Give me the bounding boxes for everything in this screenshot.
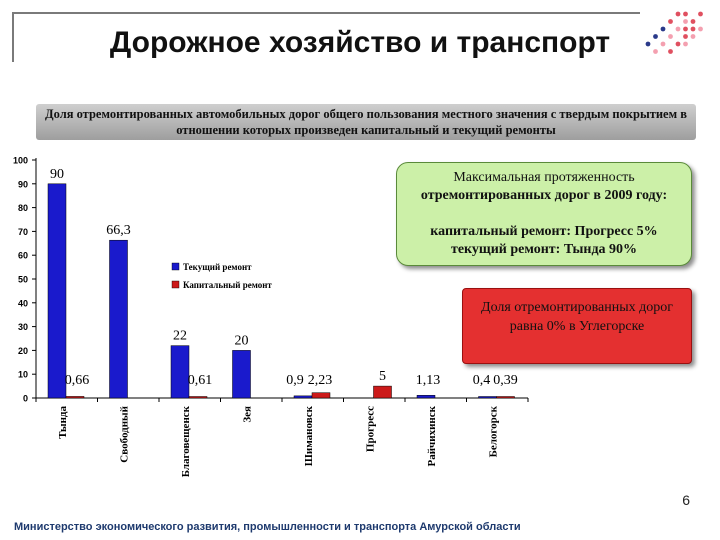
- logo-dot: [690, 19, 696, 24]
- info-line-2: отремонтированных дорог в 2009 году:: [420, 188, 668, 203]
- left-frame-line: [12, 12, 14, 62]
- y-tick-label: 100: [13, 156, 28, 166]
- data-label: 0,9: [286, 373, 304, 388]
- dots-logo-icon: [645, 11, 703, 54]
- bar-capital: [311, 392, 331, 399]
- logo-dot: [683, 26, 688, 32]
- y-tick-label: 0: [23, 394, 28, 404]
- bar-current: [232, 350, 251, 399]
- data-label: 5: [379, 369, 386, 384]
- logo-dot: [698, 26, 703, 32]
- y-tick-label: 50: [18, 275, 28, 285]
- logo-dot: [690, 26, 696, 32]
- y-tick-label: 30: [18, 322, 28, 332]
- logo-dot: [645, 41, 651, 47]
- data-label: 1,13: [416, 373, 441, 388]
- logo-dot: [668, 49, 673, 54]
- data-label: 22: [173, 329, 187, 344]
- logo-dot: [653, 49, 658, 54]
- data-label: 0,66: [65, 373, 90, 388]
- logo-dot: [683, 19, 688, 24]
- category-label: Белогорск: [488, 405, 500, 457]
- logo-dot: [698, 11, 703, 17]
- logo-dot: [653, 34, 658, 39]
- info-line-1: Максимальная протяженность: [453, 170, 635, 185]
- footer-text: Министерство экономического развития, пр…: [14, 521, 521, 533]
- logo-dot: [675, 26, 681, 32]
- legend-label: Капитальный ремонт: [183, 280, 272, 290]
- chart-subtitle: Доля отремонтированных автомобильных дор…: [36, 104, 696, 140]
- bar-capital: [373, 385, 392, 399]
- data-label: 0,39: [493, 373, 518, 388]
- logo-dot: [683, 41, 688, 47]
- data-label: 0,4: [473, 373, 491, 388]
- bar-current: [416, 395, 436, 399]
- category-label: Прогресс: [365, 406, 377, 452]
- logo-dot: [668, 19, 673, 24]
- logo-dot: [690, 34, 696, 39]
- y-tick-label: 80: [18, 203, 28, 213]
- data-label: 90: [50, 167, 64, 182]
- category-label: Благовещенск: [180, 405, 192, 477]
- logo-dot: [675, 11, 681, 17]
- info-line-3: капитальный ремонт: Прогресс 5%: [430, 224, 658, 239]
- legend-swatch: [171, 280, 180, 289]
- y-tick-label: 40: [18, 298, 28, 308]
- y-tick-label: 70: [18, 227, 28, 237]
- data-label: 2,23: [308, 373, 333, 388]
- y-tick-label: 60: [18, 251, 28, 261]
- logo-dot: [683, 11, 688, 17]
- alert-box: Доля отремонтированных дорог равна 0% в …: [462, 288, 692, 364]
- logo-dot: [668, 34, 673, 39]
- bar-current: [170, 345, 190, 399]
- logo-dot: [660, 41, 666, 47]
- bar-current: [109, 239, 128, 399]
- category-label: Свободный: [119, 405, 131, 462]
- bar-chart: 0 10 20 30 40 50 60 70 80 90 100 90 66,3 22 20 0,9 1,13 0…: [13, 156, 529, 477]
- category-label: Шимановск: [303, 405, 315, 466]
- data-label: 0,61: [188, 373, 213, 388]
- logo-dot: [683, 34, 688, 39]
- category-label: Зея: [242, 406, 254, 423]
- data-label: 66,3: [106, 223, 131, 238]
- bar-capital: [65, 396, 85, 399]
- logo-dot: [675, 41, 681, 47]
- top-frame-line: [12, 12, 640, 14]
- bar-capital: [188, 396, 208, 399]
- y-tick-label: 90: [18, 179, 28, 189]
- alert-text: Доля отремонтированных дорог равна 0% в …: [481, 300, 673, 334]
- bar-capital: [496, 396, 515, 399]
- page-title: Дорожное хозяйство и транспорт: [109, 26, 611, 59]
- category-label: Райчихинск: [426, 405, 438, 466]
- info-box: Максимальная протяженность отремонтирова…: [396, 162, 692, 266]
- logo-dot: [660, 26, 666, 32]
- bar-current: [293, 395, 313, 399]
- legend-label: Текущий ремонт: [183, 262, 252, 272]
- bar-current: [478, 396, 497, 399]
- category-label: Тында: [57, 406, 69, 439]
- data-label: 20: [235, 333, 249, 348]
- legend-swatch: [171, 262, 180, 271]
- page-number: 6: [682, 492, 690, 508]
- y-tick-label: 10: [18, 370, 28, 380]
- info-line-4: текущий ремонт: Тында 90%: [450, 242, 638, 257]
- y-tick-label: 20: [18, 346, 28, 356]
- bar-current: [47, 183, 67, 399]
